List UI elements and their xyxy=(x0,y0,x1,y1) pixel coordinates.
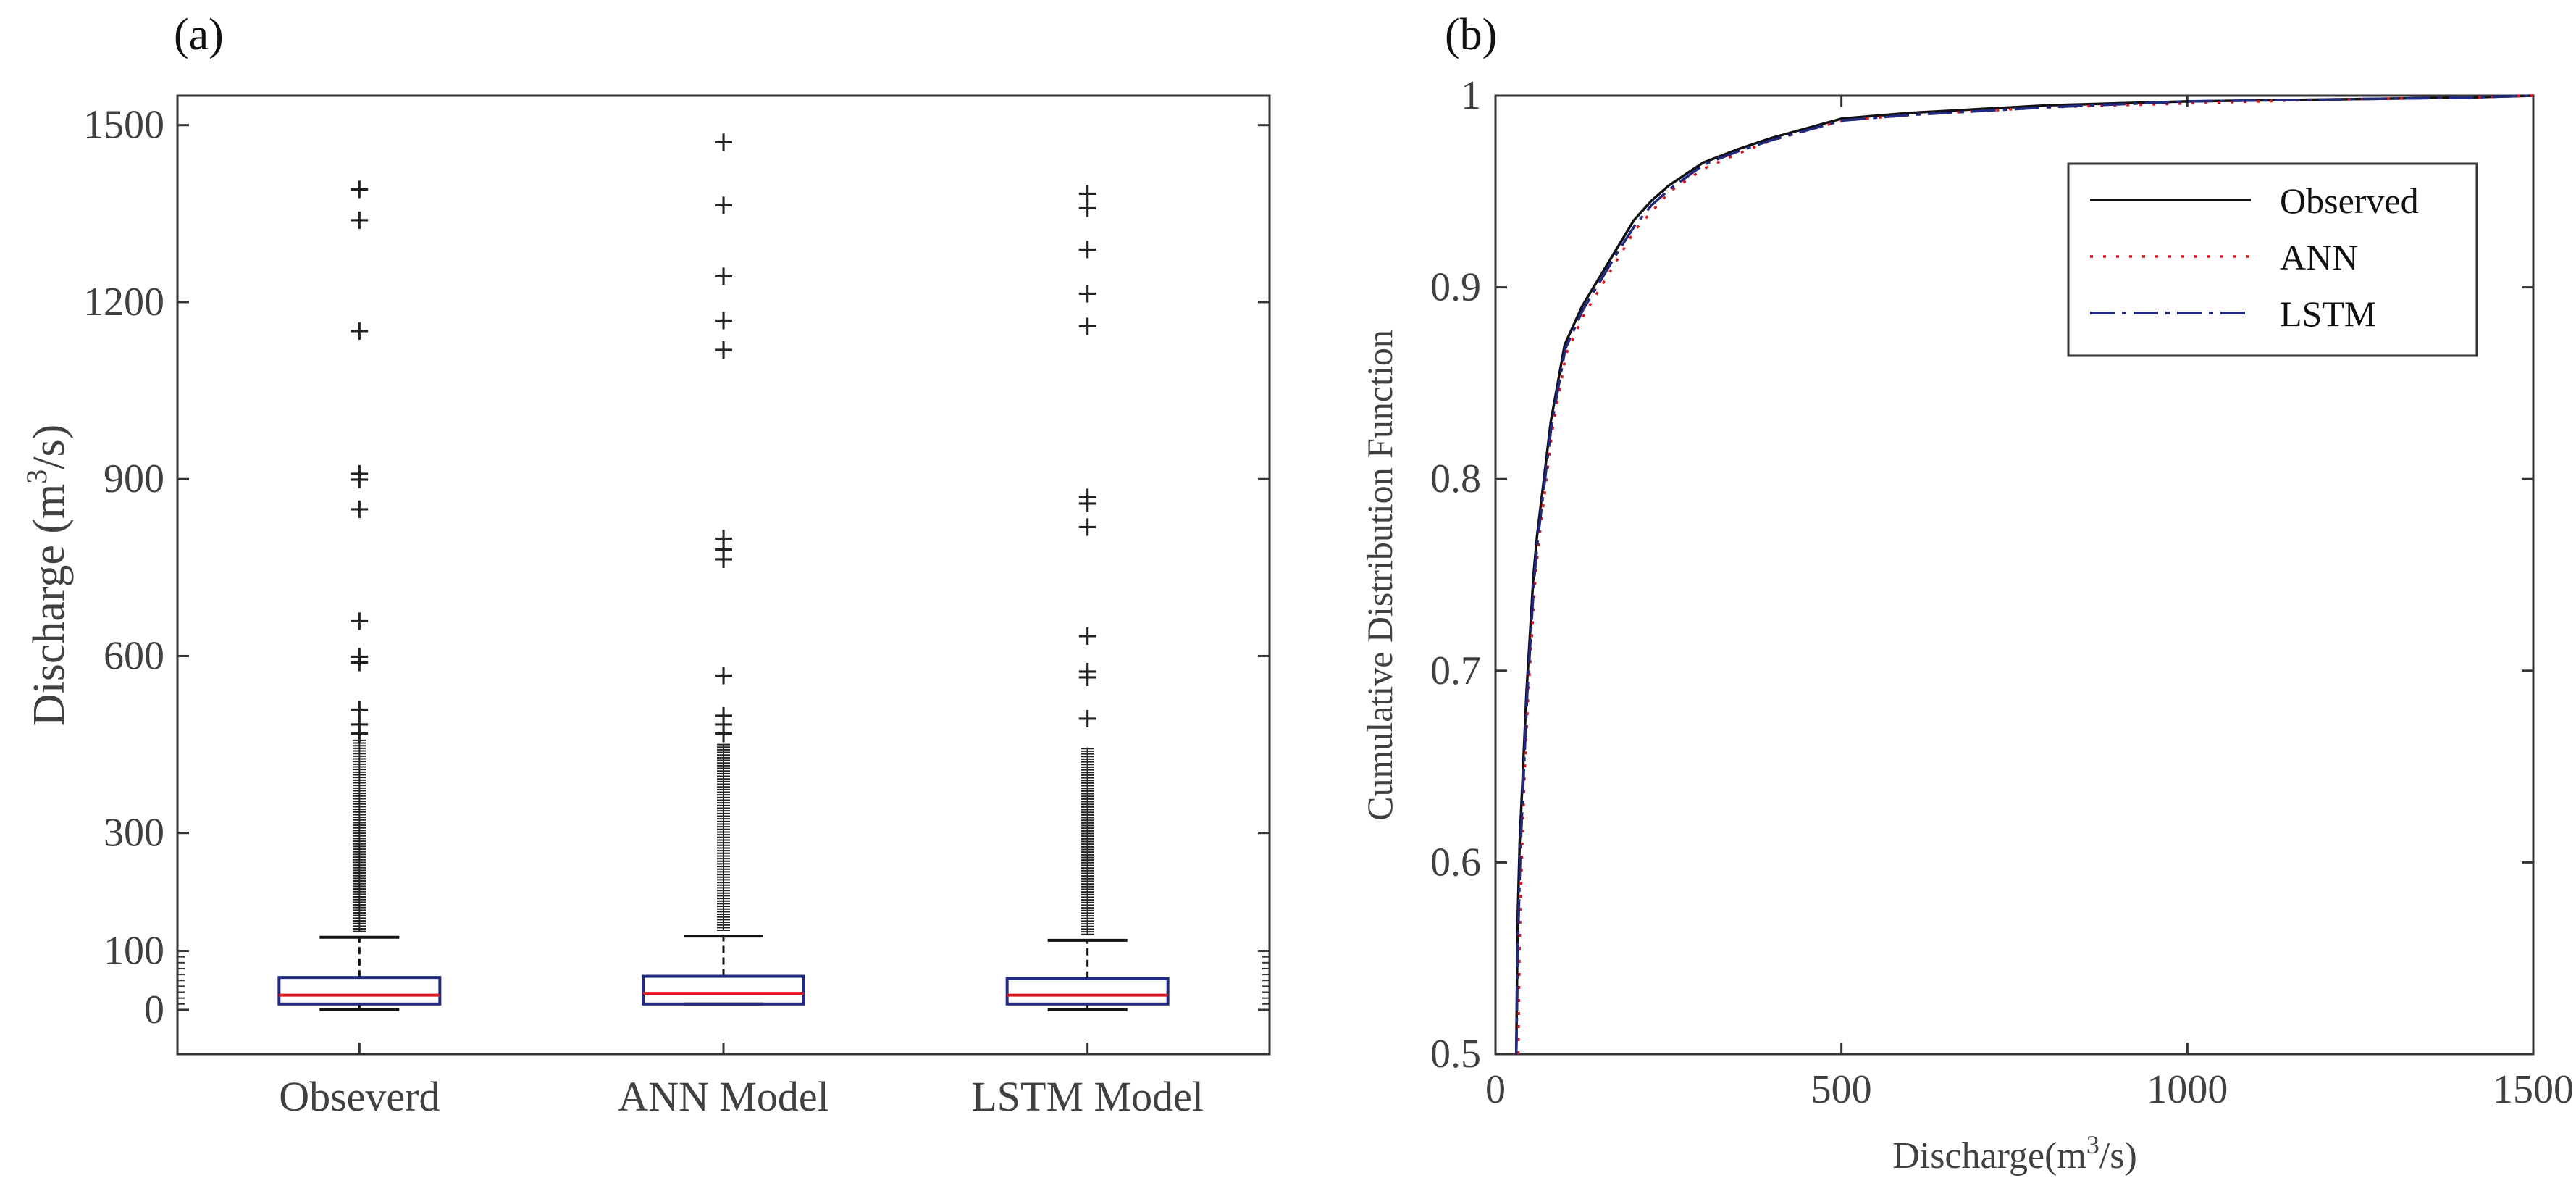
cdf-x-axis-label: Discharge(m3/s) xyxy=(1892,1130,2137,1177)
outlier-point: + xyxy=(712,189,735,221)
outlier-point: + xyxy=(348,640,371,672)
legend-label-lstm: LSTM xyxy=(2280,293,2376,334)
legend-frame xyxy=(2067,162,2478,357)
outlier-point: + xyxy=(712,304,735,335)
outlier-point: + xyxy=(1076,655,1099,687)
series-line-lstm xyxy=(1514,94,2534,1055)
cdf-y-ticks: 0.5 0.6 0.7 0.8 0.9 1 xyxy=(1430,73,2533,1077)
boxplot-boxes: ++++++++++++++++++++++++++++++++++++ xyxy=(277,126,1170,1011)
outlier-point: + xyxy=(348,708,371,740)
outlier-point: + xyxy=(348,173,371,205)
outlier-point: + xyxy=(348,463,371,495)
x-tick-label: 1500 xyxy=(2493,1067,2574,1112)
outlier-point: + xyxy=(348,457,371,489)
outlier-point: + xyxy=(1076,661,1099,693)
legend-label-observed: Observed xyxy=(2280,180,2419,221)
iqr-box xyxy=(642,974,805,1006)
y-tick-label: 900 xyxy=(104,456,164,501)
boxplot-chart: 0 100 300 600 900 1200 1500 Obseverd ANN Model L… xyxy=(20,94,1271,1120)
iqr-box xyxy=(277,976,442,1006)
y-tick-label: 600 xyxy=(104,633,164,678)
y-tick-label: 0.8 xyxy=(1430,456,1481,501)
outlier-point: + xyxy=(348,493,371,525)
cdf-series-lines xyxy=(1514,94,2534,1055)
boxplot-minor-ticks xyxy=(177,956,1270,1005)
cdf-chart: 0 500 1000 1500 0.5 0.6 0.7 0.8 0.9 1 Cumulative… xyxy=(1359,73,2574,1177)
outlier-point: + xyxy=(1076,192,1099,224)
boxplot-y-axis-label: Discharge (m3/s) xyxy=(20,425,74,727)
outlier-point: + xyxy=(1076,510,1099,542)
outlier-point: + xyxy=(712,699,735,731)
y-tick-label: 0.9 xyxy=(1430,265,1481,310)
x-tick-label: 1000 xyxy=(2147,1067,2228,1112)
y-tick-label: 1200 xyxy=(83,280,164,325)
outlier-point: + xyxy=(348,605,371,637)
category-label: LSTM Model xyxy=(971,1073,1204,1120)
panel-b-label: (b) xyxy=(1445,10,1497,59)
y-tick-label: 0.7 xyxy=(1430,648,1481,693)
outlier-point: + xyxy=(1076,619,1099,651)
cdf-legend: Observed ANN LSTM xyxy=(2067,162,2478,357)
outlier-point: + xyxy=(712,543,735,575)
outlier-point: + xyxy=(712,708,735,740)
outlier-point: + xyxy=(1076,177,1099,209)
outlier-point: + xyxy=(712,126,735,158)
y-tick-label: 1 xyxy=(1461,73,1481,118)
panel-a-label: (a) xyxy=(174,10,224,59)
outlier-point: + xyxy=(1076,487,1099,519)
box-ann-model: ++++++++++++ xyxy=(642,126,805,1006)
outlier-point: + xyxy=(712,259,735,291)
outlier-point: + xyxy=(1076,233,1099,265)
outlier-point: + xyxy=(348,646,371,678)
outlier-point: + xyxy=(1076,277,1099,309)
outlier-point: + xyxy=(712,533,735,564)
outlier-point: + xyxy=(1076,481,1099,513)
y-tick-label: 0.5 xyxy=(1430,1032,1481,1077)
outlier-point: + xyxy=(348,204,371,235)
box-obseverd: ++++++++++++ xyxy=(277,173,442,1011)
y-tick-label: 0 xyxy=(144,987,164,1032)
cdf-x-ticks: 0 500 1000 1500 xyxy=(1485,96,2574,1112)
outlier-point: + xyxy=(712,717,735,748)
category-label: Obseverd xyxy=(279,1073,440,1120)
outlier-point: + xyxy=(1076,702,1099,734)
outlier-point: + xyxy=(1076,310,1099,342)
category-label: ANN Model xyxy=(618,1073,829,1120)
x-tick-label: 0 xyxy=(1485,1067,1506,1112)
cdf-axes-frame xyxy=(1494,94,2535,1056)
outlier-point: + xyxy=(712,522,735,554)
outlier-point: + xyxy=(712,333,735,365)
boxplot-category-labels: Obseverd ANN Model LSTM Model xyxy=(279,1043,1204,1120)
box-lstm-model: ++++++++++++ xyxy=(1005,177,1170,1011)
x-tick-label: 500 xyxy=(1811,1067,1872,1112)
y-tick-label: 0.6 xyxy=(1430,840,1481,885)
outlier-point: + xyxy=(348,693,371,725)
y-tick-label: 100 xyxy=(104,929,164,974)
y-tick-label: 300 xyxy=(104,811,164,856)
y-tick-label: 1500 xyxy=(83,103,164,148)
outlier-point: + xyxy=(348,314,371,346)
outlier-point: + xyxy=(348,717,371,748)
cdf-y-axis-label: Cumulative Distribution Function xyxy=(1359,330,1400,821)
outlier-point: + xyxy=(712,659,735,690)
boxplot-y-ticks: 0 100 300 600 900 1200 1500 xyxy=(83,103,1270,1032)
legend-label-ann: ANN xyxy=(2280,237,2358,277)
iqr-box xyxy=(1005,977,1170,1006)
